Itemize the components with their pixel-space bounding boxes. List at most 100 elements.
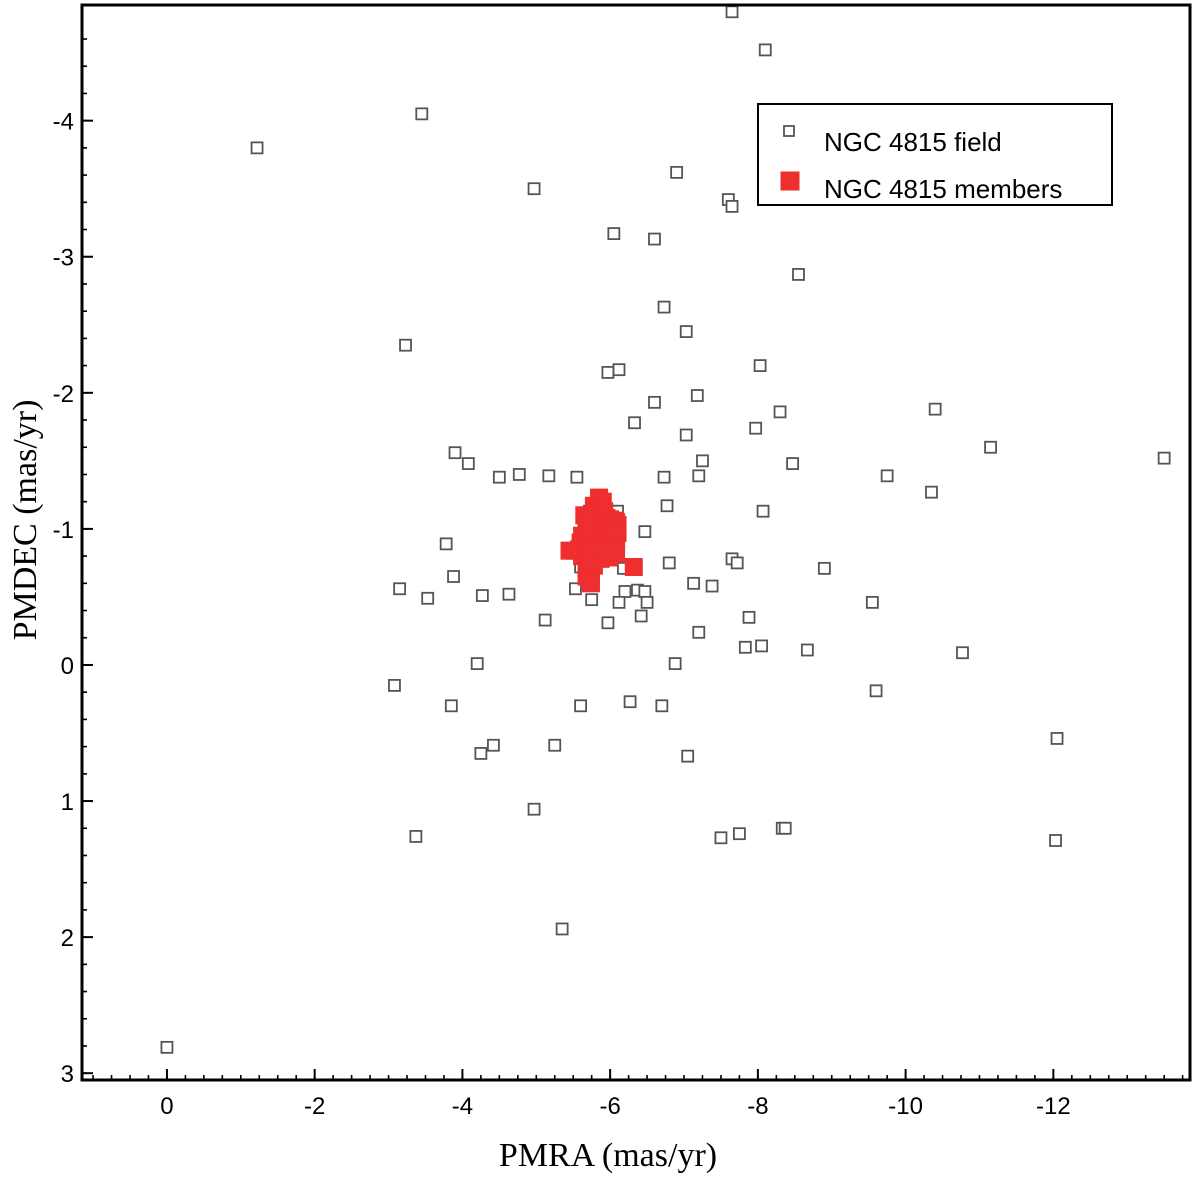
field-point <box>492 470 506 484</box>
field-point <box>690 389 704 402</box>
field-point <box>662 556 676 570</box>
field-point <box>792 268 805 281</box>
y-tick-label: 3 <box>61 1061 74 1088</box>
field-point <box>733 827 746 841</box>
field-point <box>655 699 669 713</box>
field-point <box>865 595 879 609</box>
field-point <box>638 525 652 539</box>
field-point <box>475 589 489 602</box>
field-point <box>668 657 682 671</box>
x-tick-label: -2 <box>304 1093 325 1120</box>
x-tick-label: -6 <box>599 1093 620 1120</box>
field-point <box>612 363 626 377</box>
field-point <box>657 300 671 314</box>
field-point <box>758 43 772 57</box>
legend-members-label: NGC 4815 members <box>824 174 1062 204</box>
field-point <box>773 405 787 419</box>
field-point <box>474 747 488 760</box>
field-point <box>753 359 767 373</box>
field-point <box>618 585 632 598</box>
y-tick-label: -4 <box>53 109 74 136</box>
field-point <box>421 591 435 605</box>
x-axis-label: PMRA (mas/yr) <box>499 1137 717 1174</box>
field-point <box>548 738 562 752</box>
field-point <box>880 469 894 483</box>
plot-frame <box>80 3 1192 1082</box>
y-tick-label: 2 <box>61 925 74 952</box>
y-tick-label: -2 <box>53 381 74 408</box>
field-point <box>601 616 615 630</box>
field-point <box>250 141 264 155</box>
field-point <box>749 421 763 435</box>
legend-members-marker <box>780 171 800 191</box>
field-point <box>447 570 460 583</box>
field-point <box>461 457 475 470</box>
legend-field-label: NGC 4815 field <box>824 127 1002 157</box>
member-point <box>600 548 619 567</box>
legend: NGC 4815 field NGC 4815 members <box>757 103 1113 206</box>
members-series <box>560 488 643 593</box>
field-point <box>1050 732 1064 745</box>
field-point <box>869 684 883 698</box>
member-point <box>581 574 600 593</box>
field-point <box>638 585 652 598</box>
field-point <box>634 609 648 623</box>
legend-field-marker <box>783 125 795 137</box>
field-point <box>569 582 582 596</box>
field-point <box>502 587 516 601</box>
field-point <box>512 468 526 481</box>
field-point <box>738 640 752 654</box>
field-point <box>928 402 942 416</box>
field-point <box>444 699 458 713</box>
field-point <box>570 470 584 484</box>
field-point <box>542 469 556 483</box>
field-point <box>742 610 756 624</box>
field-point <box>956 646 969 660</box>
field-point <box>585 593 599 607</box>
field-point <box>925 485 938 499</box>
field-point <box>1049 834 1062 847</box>
field-point <box>692 625 706 639</box>
field-point <box>612 595 626 609</box>
field-point <box>725 5 739 19</box>
field-point <box>778 821 792 835</box>
legend-box <box>757 103 1113 206</box>
field-point <box>705 579 719 593</box>
y-tick-label: -1 <box>53 517 74 544</box>
x-tick-label: -8 <box>747 1093 768 1120</box>
field-point <box>393 582 407 596</box>
y-tick-label: 1 <box>61 789 74 816</box>
field-point <box>670 165 684 179</box>
y-tick-label: -3 <box>53 245 74 272</box>
field-point <box>692 469 706 483</box>
field-point <box>755 639 768 653</box>
field-point <box>487 738 500 752</box>
field-point <box>714 831 728 845</box>
y-axis-label: PMDEC (mas/yr) <box>7 400 44 641</box>
field-point <box>756 504 770 518</box>
x-tick-label: -12 <box>1036 1093 1071 1120</box>
field-point <box>415 107 429 121</box>
x-tick-label: 0 <box>160 1093 173 1120</box>
field-point <box>984 440 997 454</box>
field-point <box>648 232 661 246</box>
field-point <box>648 395 661 409</box>
field-point <box>628 416 641 430</box>
axes: 0 -2 -4 -6 -8 -10 -12 3 2 1 0 -1 -2 -3 -4 <box>53 38 1184 1120</box>
field-point <box>681 749 695 763</box>
field-point <box>657 470 671 484</box>
field-point <box>388 678 401 692</box>
x-tick-label: -10 <box>888 1093 923 1120</box>
field-point <box>687 576 701 590</box>
field-point <box>730 556 744 570</box>
x-tick-label: -4 <box>452 1093 473 1120</box>
member-point <box>624 557 643 576</box>
field-point <box>1157 451 1171 465</box>
field-point <box>160 1040 174 1054</box>
field-point <box>555 922 569 936</box>
field-point <box>607 227 621 241</box>
field-point <box>640 595 654 609</box>
field-point <box>439 537 453 551</box>
field-series <box>160 5 1171 1054</box>
